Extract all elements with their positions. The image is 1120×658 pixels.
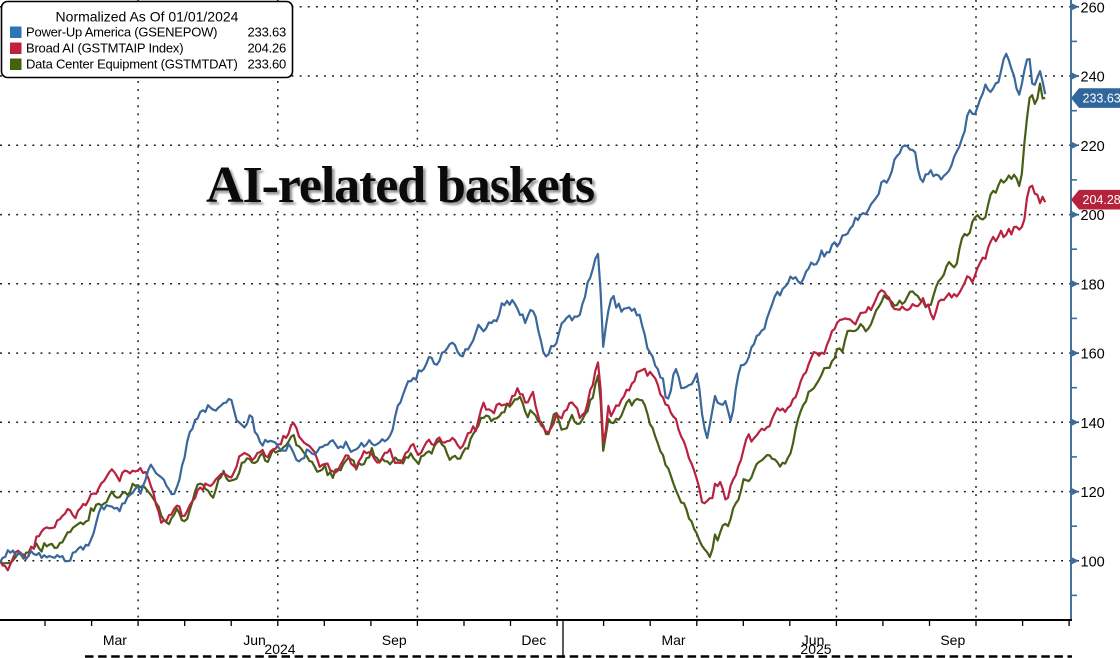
svg-text:240: 240 <box>1081 70 1105 86</box>
svg-text:200: 200 <box>1081 208 1105 224</box>
svg-text:233.60: 233.60 <box>248 57 286 72</box>
svg-text:Broad AI (GSTMTAIP Index): Broad AI (GSTMTAIP Index) <box>26 41 183 56</box>
svg-text:2025: 2025 <box>800 641 831 657</box>
svg-text:Sep: Sep <box>940 632 965 648</box>
svg-text:220: 220 <box>1081 139 1105 155</box>
svg-text:120: 120 <box>1081 485 1105 501</box>
svg-text:233.63: 233.63 <box>1083 92 1120 106</box>
svg-text:Normalized As Of 01/01/2024: Normalized As Of 01/01/2024 <box>56 8 239 24</box>
svg-text:Mar: Mar <box>661 632 685 648</box>
svg-text:233.63: 233.63 <box>248 25 286 40</box>
svg-text:100: 100 <box>1081 554 1105 570</box>
svg-text:Mar: Mar <box>103 632 127 648</box>
svg-text:Jun: Jun <box>243 632 266 648</box>
svg-text:204.28: 204.28 <box>1083 193 1120 207</box>
svg-text:204.26: 204.26 <box>248 41 286 56</box>
svg-text:AI-related baskets: AI-related baskets <box>209 160 597 217</box>
svg-text:AI-related baskets: AI-related baskets <box>206 157 594 214</box>
svg-text:180: 180 <box>1081 277 1105 293</box>
svg-text:2024: 2024 <box>264 641 295 657</box>
svg-text:Sep: Sep <box>382 632 407 648</box>
svg-text:Jun: Jun <box>802 632 825 648</box>
svg-text:160: 160 <box>1081 347 1105 363</box>
svg-text:Power-Up America (GSENEPOW): Power-Up America (GSENEPOW) <box>26 25 217 40</box>
svg-text:140: 140 <box>1081 416 1105 432</box>
svg-text:Dec: Dec <box>521 632 546 648</box>
svg-text:260: 260 <box>1081 0 1105 16</box>
svg-text:Data Center Equipment (GSTMTDA: Data Center Equipment (GSTMTDAT) <box>26 57 238 72</box>
